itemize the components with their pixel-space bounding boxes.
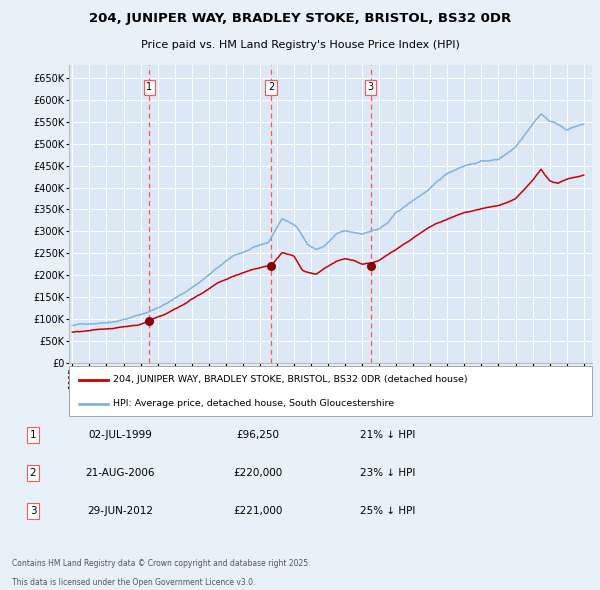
- Text: 02-JUL-1999: 02-JUL-1999: [88, 430, 152, 440]
- Text: 25% ↓ HPI: 25% ↓ HPI: [360, 506, 415, 516]
- Text: This data is licensed under the Open Government Licence v3.0.: This data is licensed under the Open Gov…: [12, 578, 256, 587]
- Text: 204, JUNIPER WAY, BRADLEY STOKE, BRISTOL, BS32 0DR (detached house): 204, JUNIPER WAY, BRADLEY STOKE, BRISTOL…: [113, 375, 468, 384]
- Text: 3: 3: [29, 506, 37, 516]
- Text: Price paid vs. HM Land Registry's House Price Index (HPI): Price paid vs. HM Land Registry's House …: [140, 40, 460, 50]
- Text: 2: 2: [268, 82, 274, 92]
- Text: Contains HM Land Registry data © Crown copyright and database right 2025.: Contains HM Land Registry data © Crown c…: [12, 559, 311, 568]
- Text: £221,000: £221,000: [233, 506, 283, 516]
- FancyBboxPatch shape: [69, 366, 592, 416]
- Text: 23% ↓ HPI: 23% ↓ HPI: [360, 468, 415, 478]
- Text: 1: 1: [146, 82, 152, 92]
- Text: £96,250: £96,250: [236, 430, 280, 440]
- Text: 21% ↓ HPI: 21% ↓ HPI: [360, 430, 415, 440]
- Text: 3: 3: [368, 82, 374, 92]
- Text: 2: 2: [29, 468, 37, 478]
- Text: 1: 1: [29, 430, 37, 440]
- Text: 29-JUN-2012: 29-JUN-2012: [87, 506, 153, 516]
- Text: £220,000: £220,000: [233, 468, 283, 478]
- Text: 21-AUG-2006: 21-AUG-2006: [85, 468, 155, 478]
- Text: HPI: Average price, detached house, South Gloucestershire: HPI: Average price, detached house, Sout…: [113, 399, 395, 408]
- Text: 204, JUNIPER WAY, BRADLEY STOKE, BRISTOL, BS32 0DR: 204, JUNIPER WAY, BRADLEY STOKE, BRISTOL…: [89, 12, 511, 25]
